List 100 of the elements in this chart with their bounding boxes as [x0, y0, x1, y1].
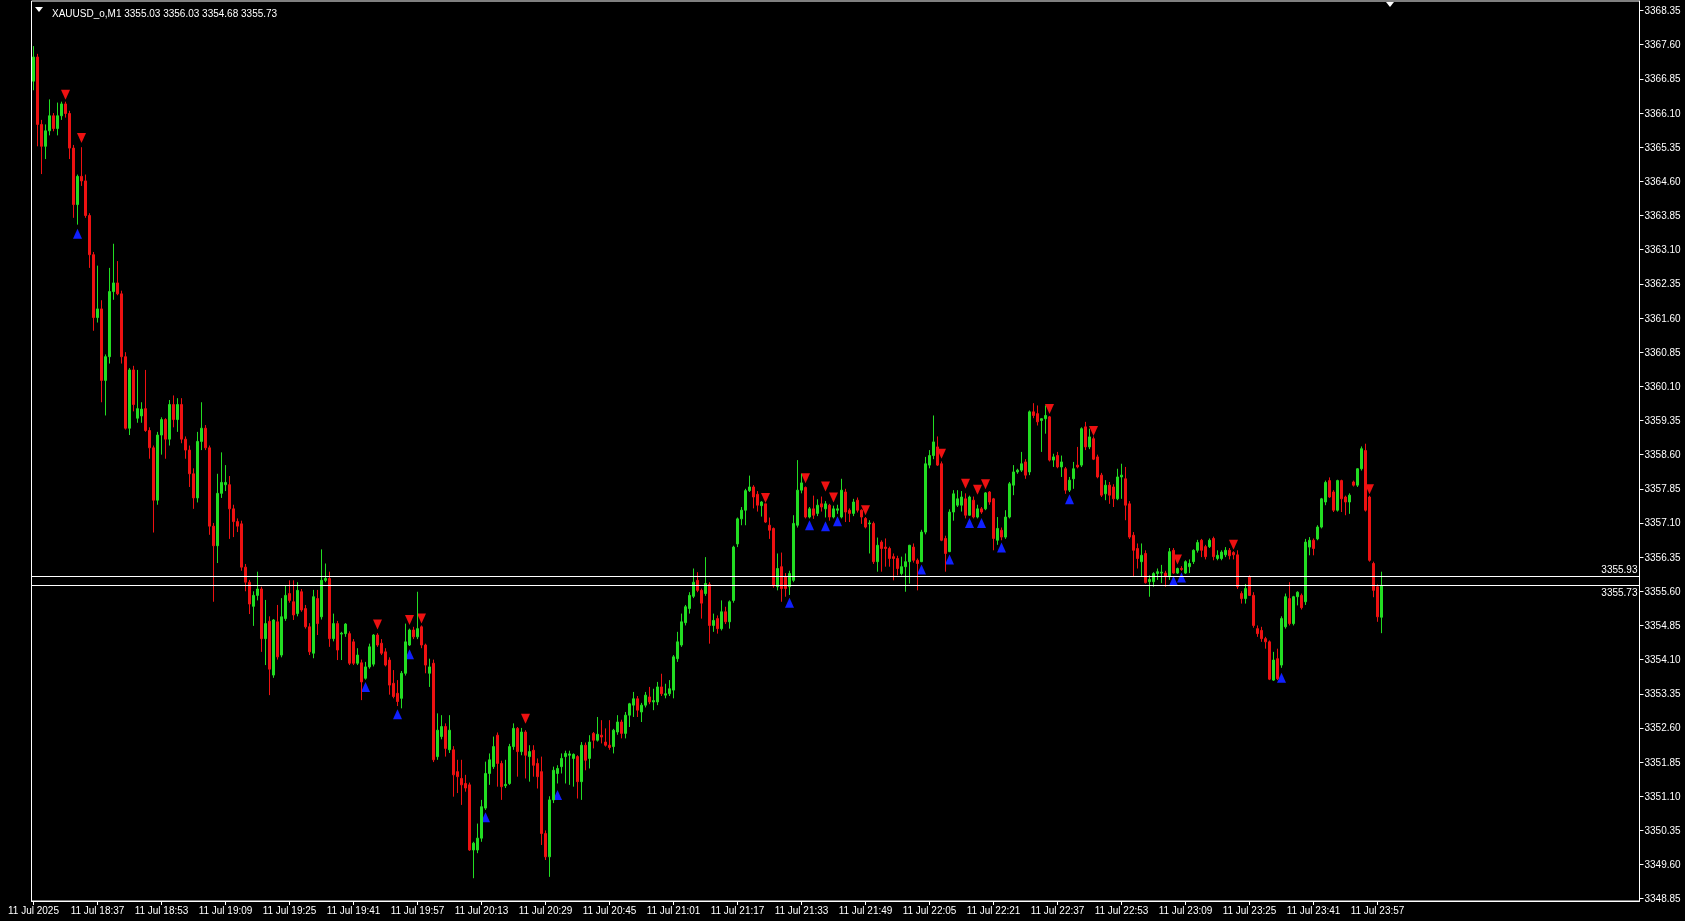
candlestick [172, 394, 175, 428]
x-tick-label: 11 Jul 23:25 [1222, 904, 1277, 916]
point [393, 709, 402, 720]
candlestick [832, 505, 835, 519]
candlestick [1064, 466, 1067, 495]
candlestick [704, 556, 707, 597]
candlestick [1116, 468, 1119, 501]
candlestick [712, 613, 715, 633]
candlestick [840, 478, 843, 519]
candlestick [1312, 537, 1315, 556]
candlestick [520, 727, 523, 756]
candlestick [332, 613, 335, 642]
candlestick [656, 681, 659, 706]
candlestick [960, 490, 963, 513]
ref-line-label: 3355.73 [1601, 586, 1638, 598]
candlestick [664, 683, 667, 699]
point [861, 505, 870, 516]
candlestick [1160, 564, 1163, 584]
candlestick [1240, 590, 1243, 605]
candlestick [1060, 455, 1063, 478]
candlestick [824, 500, 827, 518]
point [997, 542, 1006, 553]
point [77, 133, 86, 144]
candlestick [876, 537, 879, 573]
candlestick [868, 519, 871, 554]
x-tick-label: 11 Jul 20:45 [582, 904, 637, 916]
candlestick [708, 581, 711, 645]
candlestick [1272, 651, 1275, 682]
candlestick [1088, 428, 1091, 450]
candlestick [984, 491, 987, 511]
candlestick [716, 614, 719, 635]
x-tick-label: 11 Jul 22:53 [1094, 904, 1149, 916]
x-tick-label: 11 Jul 21:49 [838, 904, 893, 916]
point [821, 521, 830, 532]
candlestick [316, 589, 319, 636]
candlestick [584, 742, 587, 771]
candlestick [864, 516, 867, 529]
candlestick [312, 589, 315, 659]
y-tick-label: 3349.60 [1644, 859, 1682, 871]
x-tick-label: 11 Jul 21:33 [774, 904, 829, 916]
candlestick [1048, 415, 1051, 462]
candlestick [964, 492, 967, 519]
candlestick [516, 726, 519, 778]
candlestick [32, 45, 35, 91]
candlestick [1224, 546, 1227, 558]
text: XAUUSD_o,M1 3355.03 3356.03 3354.68 3355.73 [52, 7, 278, 19]
candlestick [852, 498, 855, 517]
candlestick [580, 741, 583, 801]
candlestick [1112, 483, 1115, 508]
y-tick-label: 3355.60 [1644, 585, 1682, 597]
candlestick [1036, 404, 1039, 426]
candlestick [1292, 595, 1295, 626]
candlestick [168, 399, 171, 447]
point [373, 619, 382, 630]
candlestick [968, 495, 971, 517]
y-tick-label: 3366.85 [1644, 73, 1682, 85]
point [61, 89, 70, 100]
candlestick [592, 731, 595, 749]
point [945, 554, 954, 565]
candlestick [1076, 446, 1079, 469]
candlestick [972, 496, 975, 519]
y-tick-label: 3360.85 [1644, 346, 1682, 358]
candlestick [1068, 476, 1071, 493]
candlestick [568, 750, 571, 786]
candlestick [1220, 549, 1223, 561]
x-tick-label: 11 Jul 18:37 [70, 904, 125, 916]
candlestick [776, 552, 779, 591]
candlestick [372, 633, 375, 667]
candlestick [56, 102, 59, 136]
y-tick-label: 3357.10 [1644, 517, 1682, 529]
candlestick [436, 712, 439, 761]
candlestick [320, 548, 323, 621]
candlestick [1352, 480, 1355, 488]
y-tick-label: 3359.35 [1644, 414, 1682, 426]
candlestick [1168, 547, 1171, 581]
candlestick [732, 545, 735, 604]
candlestick [528, 744, 531, 783]
candlestick [176, 397, 179, 433]
candlestick [976, 504, 979, 519]
candlestick [1244, 583, 1247, 605]
candlestick [576, 754, 579, 800]
candlestick [872, 521, 875, 565]
candlestick [1108, 481, 1111, 505]
candlestick [1000, 527, 1003, 541]
candlestick [1212, 536, 1215, 561]
x-tick-label: 11 Jul 23:09 [1158, 904, 1213, 916]
y-tick-label: 3353.35 [1644, 688, 1682, 700]
candlestick [336, 620, 339, 661]
point [1277, 672, 1286, 683]
candlestick [272, 618, 275, 679]
candlestick [1276, 648, 1279, 681]
candlestick [1084, 421, 1087, 451]
candlestick [780, 552, 783, 603]
point [829, 492, 838, 503]
candlestick [100, 299, 103, 403]
candlestick [504, 759, 507, 789]
candlestick [816, 498, 819, 517]
candlestick [1340, 479, 1343, 513]
candlestick [452, 745, 455, 798]
candlestick [96, 265, 99, 324]
